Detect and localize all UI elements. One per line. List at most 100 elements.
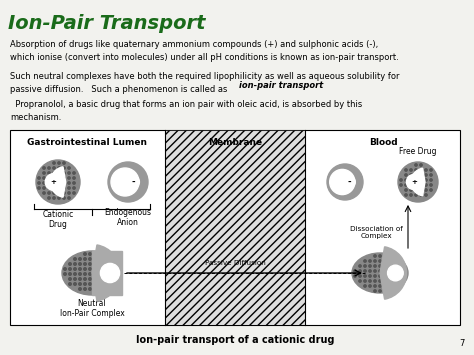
Circle shape <box>415 164 417 166</box>
Circle shape <box>405 184 407 186</box>
Circle shape <box>38 182 40 184</box>
Circle shape <box>330 169 355 195</box>
Circle shape <box>89 273 91 275</box>
Circle shape <box>374 290 376 292</box>
Circle shape <box>100 263 119 283</box>
Text: Dissociation of
Complex: Dissociation of Complex <box>350 226 402 239</box>
Ellipse shape <box>62 251 122 295</box>
Circle shape <box>410 179 412 181</box>
Circle shape <box>359 275 361 277</box>
Circle shape <box>48 167 50 169</box>
Circle shape <box>73 258 76 260</box>
Circle shape <box>89 253 91 255</box>
Circle shape <box>379 265 381 267</box>
Circle shape <box>63 162 65 164</box>
Circle shape <box>48 192 50 194</box>
Circle shape <box>89 258 91 260</box>
Circle shape <box>430 179 432 181</box>
Text: +: + <box>51 179 56 185</box>
Circle shape <box>53 192 55 194</box>
Circle shape <box>48 197 50 199</box>
Circle shape <box>364 280 366 282</box>
Circle shape <box>415 184 417 186</box>
Circle shape <box>398 162 438 202</box>
Circle shape <box>400 184 402 186</box>
Circle shape <box>364 260 366 262</box>
Circle shape <box>344 176 355 188</box>
Circle shape <box>359 280 361 282</box>
Circle shape <box>84 283 86 285</box>
Circle shape <box>48 182 50 184</box>
Wedge shape <box>50 167 66 197</box>
Text: Cationic
Drug: Cationic Drug <box>42 210 73 229</box>
Circle shape <box>69 273 71 275</box>
Circle shape <box>406 174 421 190</box>
Wedge shape <box>380 247 407 299</box>
Circle shape <box>89 268 91 270</box>
Ellipse shape <box>352 253 408 293</box>
Circle shape <box>425 169 427 171</box>
Circle shape <box>68 182 70 184</box>
Circle shape <box>379 260 381 262</box>
Text: ion-pair transport: ion-pair transport <box>239 81 323 90</box>
Circle shape <box>430 169 432 171</box>
Circle shape <box>94 273 96 275</box>
Circle shape <box>68 172 70 174</box>
Text: Membrane: Membrane <box>208 138 262 147</box>
Circle shape <box>43 182 45 184</box>
Text: Gastrointestinal Lumen: Gastrointestinal Lumen <box>27 138 147 147</box>
Circle shape <box>405 174 407 176</box>
Circle shape <box>53 187 55 189</box>
Circle shape <box>415 179 417 181</box>
Circle shape <box>379 255 381 257</box>
Circle shape <box>63 197 65 199</box>
Circle shape <box>364 265 366 267</box>
Circle shape <box>36 160 80 204</box>
Circle shape <box>359 265 361 267</box>
Circle shape <box>410 174 412 176</box>
Circle shape <box>73 273 76 275</box>
Text: .: . <box>301 81 304 90</box>
Circle shape <box>354 275 356 277</box>
Circle shape <box>364 270 366 272</box>
Bar <box>92 251 122 295</box>
Circle shape <box>364 285 366 287</box>
Circle shape <box>415 174 417 176</box>
Circle shape <box>420 174 422 176</box>
Circle shape <box>79 258 82 260</box>
Circle shape <box>43 167 45 169</box>
Circle shape <box>53 167 55 169</box>
Circle shape <box>400 179 402 181</box>
Circle shape <box>379 290 381 292</box>
Circle shape <box>94 258 96 260</box>
Text: Endogenous
Anion: Endogenous Anion <box>104 208 152 228</box>
Circle shape <box>79 278 82 280</box>
Circle shape <box>84 268 86 270</box>
Circle shape <box>48 172 50 174</box>
Circle shape <box>374 270 376 272</box>
Circle shape <box>425 194 427 196</box>
Circle shape <box>415 194 417 196</box>
Circle shape <box>420 164 422 166</box>
Text: -: - <box>348 178 351 187</box>
Circle shape <box>379 275 381 277</box>
Circle shape <box>108 162 148 202</box>
Text: Neutral
Ion-Pair Complex: Neutral Ion-Pair Complex <box>60 299 124 318</box>
Circle shape <box>430 174 432 176</box>
Circle shape <box>94 283 96 285</box>
Circle shape <box>425 179 427 181</box>
Bar <box>10 130 460 325</box>
Circle shape <box>425 184 427 186</box>
Text: Ion-Pair Transport: Ion-Pair Transport <box>8 14 206 33</box>
Circle shape <box>84 253 86 255</box>
Circle shape <box>84 273 86 275</box>
Circle shape <box>420 194 422 196</box>
Circle shape <box>58 162 60 164</box>
Circle shape <box>73 182 75 184</box>
Text: Propranolol, a basic drug that forms an ion pair with oleic acid, is absorbed by: Propranolol, a basic drug that forms an … <box>10 100 362 121</box>
Wedge shape <box>411 168 425 196</box>
Circle shape <box>38 187 40 189</box>
Circle shape <box>84 288 86 290</box>
Circle shape <box>73 172 75 174</box>
Circle shape <box>58 192 60 194</box>
